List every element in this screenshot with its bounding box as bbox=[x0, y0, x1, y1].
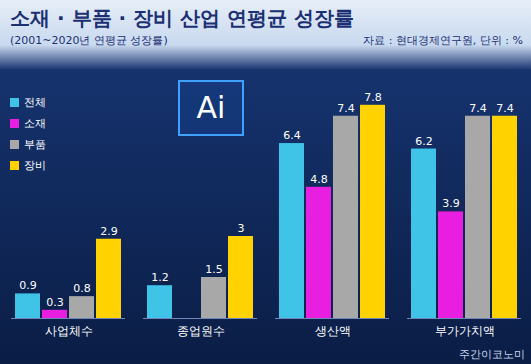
svg-text:7.8: 7.8 bbox=[364, 91, 382, 104]
svg-text:0.3: 0.3 bbox=[46, 296, 64, 309]
svg-text:1.5: 1.5 bbox=[205, 263, 223, 276]
html-text:소재 · 부품 · 장비 산업 연평균 성장률: 소재 · 부품 · 장비 산업 연평균 성장률 bbox=[10, 6, 354, 30]
html-text:자료 : 현대경제연구원, 단위 : %: 자료 : 현대경제연구원, 단위 : % bbox=[363, 34, 523, 47]
svg-text:종업원수: 종업원수 bbox=[177, 324, 225, 338]
svg-text:0.8: 0.8 bbox=[73, 282, 91, 295]
html-text:소재: 소재 bbox=[24, 117, 46, 130]
html-text:주간이코노미: 주간이코노미 bbox=[459, 348, 525, 361]
svg-text:6.4: 6.4 bbox=[283, 129, 301, 142]
svg-text:7.4: 7.4 bbox=[496, 102, 514, 115]
html-text:Ai: Ai bbox=[196, 90, 226, 125]
svg-text:3.9: 3.9 bbox=[442, 197, 460, 210]
svg-text:생산액: 생산액 bbox=[315, 324, 351, 338]
html-text:전체: 전체 bbox=[24, 96, 46, 109]
svg-text:2.9: 2.9 bbox=[100, 225, 118, 238]
html-text:장비: 장비 bbox=[24, 159, 46, 172]
svg-text:사업체수: 사업체수 bbox=[45, 324, 93, 338]
svg-text:6.2: 6.2 bbox=[415, 135, 433, 148]
svg-text:1.2: 1.2 bbox=[151, 271, 169, 284]
svg-text:3: 3 bbox=[238, 222, 245, 235]
svg-text:0.9: 0.9 bbox=[19, 279, 37, 292]
html-text:부품: 부품 bbox=[24, 138, 46, 151]
svg-text:7.4: 7.4 bbox=[469, 102, 487, 115]
svg-text:4.8: 4.8 bbox=[310, 173, 328, 186]
html-text:(2001~2020년 연평균 성장률): (2001~2020년 연평균 성장률) bbox=[10, 34, 168, 47]
svg-text:7.4: 7.4 bbox=[337, 102, 355, 115]
svg-text:부가가치액: 부가가치액 bbox=[435, 324, 495, 338]
